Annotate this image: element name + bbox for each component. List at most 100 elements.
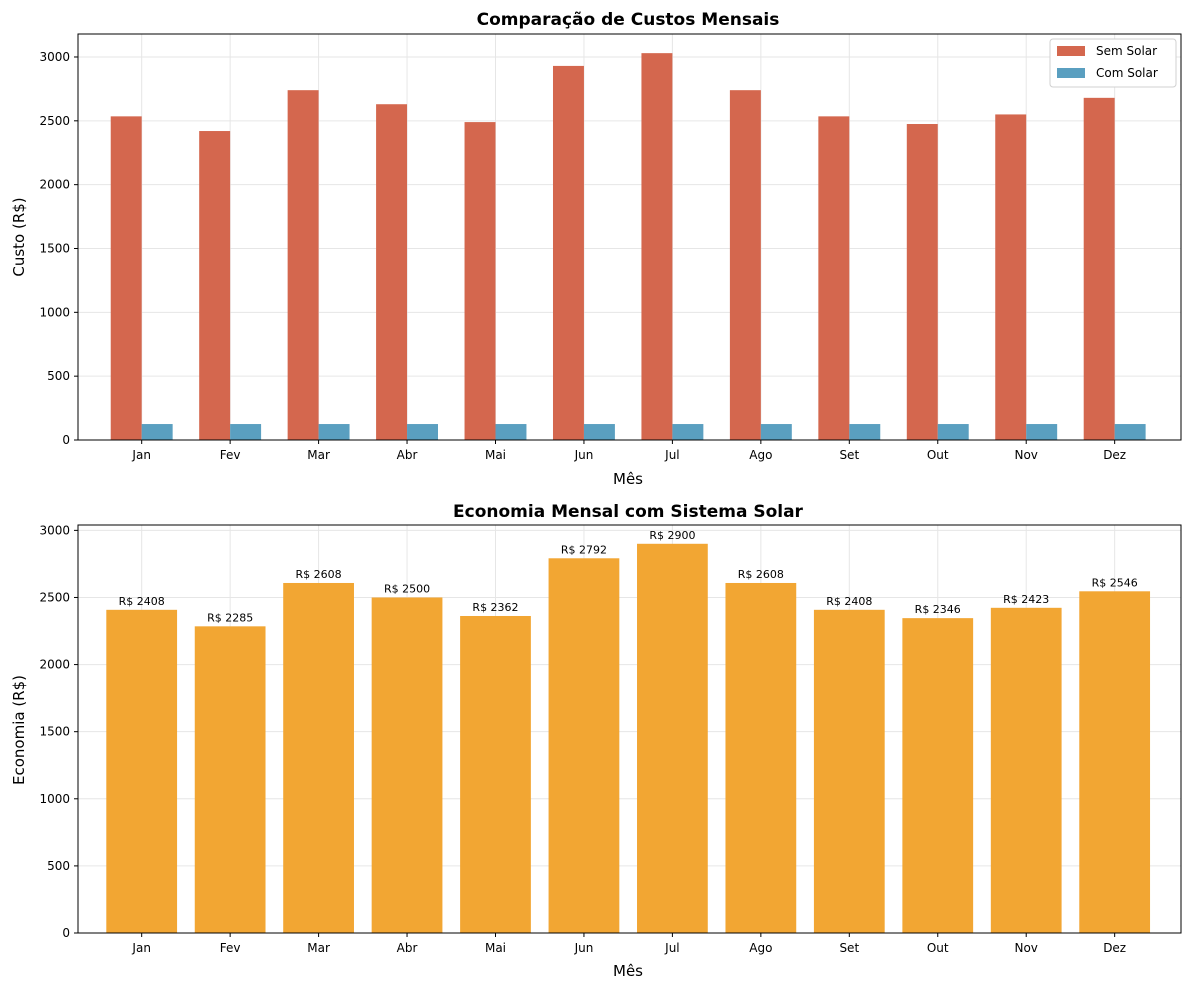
bar-sem-solar: [995, 114, 1027, 440]
chart1-ylabel: Custo (R$): [10, 197, 28, 276]
bar-com-solar: [583, 424, 615, 440]
data-label: R$ 2285: [207, 611, 253, 624]
x-tick-label: Ago: [749, 448, 772, 462]
x-tick-label: Jun: [574, 448, 594, 462]
chart1-title: Comparação de Custos Mensais: [477, 10, 780, 30]
bar-sem-solar: [818, 116, 850, 440]
bar-sem-solar: [552, 65, 584, 440]
bar-sem-solar: [906, 124, 938, 441]
chart1-bars: [110, 53, 1146, 441]
data-label: R$ 2408: [826, 595, 872, 608]
data-label: R$ 2500: [384, 582, 430, 595]
x-tick-label: Jul: [664, 941, 679, 955]
legend-label-sem-solar: Sem Solar: [1096, 44, 1157, 58]
y-tick-label: 3000: [39, 523, 70, 537]
y-tick-label: 500: [47, 369, 70, 383]
legend-swatch-sem-solar: [1057, 46, 1085, 56]
x-tick-label: Jan: [131, 448, 151, 462]
chart2-data-labels: R$ 2408 R$ 2285 R$ 2608 R$ 2500 R$ 2362 R$ 27…: [119, 529, 1138, 625]
bar-value: [637, 543, 708, 933]
y-tick-label: 1500: [39, 241, 70, 255]
x-tick-label: Jan: [131, 941, 151, 955]
bar-value: [902, 618, 974, 933]
x-tick-label: Abr: [397, 941, 418, 955]
y-tick-label: 2500: [39, 590, 70, 604]
data-label: R$ 2362: [472, 601, 518, 614]
bar-sem-solar: [287, 90, 319, 441]
x-tick-label: Out: [927, 941, 949, 955]
bar-value: [371, 597, 443, 933]
legend-swatch-com-solar: [1057, 68, 1085, 78]
chart2-ticks: 0 500 1000 1500 2000 2500 3000 Jan Fev Mar Abr Mai J…: [39, 523, 1126, 955]
cost-comparison-chart: Comparação de Custos Mensais Mês Custo (…: [10, 10, 1182, 488]
data-label: R$ 2423: [1003, 593, 1049, 606]
chart2-bars: [106, 543, 1151, 933]
bar-com-solar: [937, 424, 969, 440]
x-tick-label: Dez: [1103, 941, 1126, 955]
x-tick-label: Nov: [1014, 448, 1037, 462]
x-tick-label: Mar: [307, 448, 330, 462]
x-tick-label: Mai: [485, 941, 506, 955]
data-label: R$ 2608: [296, 568, 342, 581]
x-tick-label: Mai: [485, 448, 506, 462]
bar-sem-solar: [641, 53, 673, 441]
bar-com-solar: [407, 424, 439, 440]
x-tick-label: Fev: [220, 448, 241, 462]
bar-value: [990, 607, 1062, 933]
y-tick-label: 2000: [39, 178, 70, 192]
y-tick-label: 2000: [39, 658, 70, 672]
x-tick-label: Abr: [397, 448, 418, 462]
bar-value: [194, 626, 266, 933]
bar-value: [283, 582, 354, 933]
x-tick-label: Ago: [749, 941, 772, 955]
bar-com-solar: [1114, 424, 1146, 440]
bar-com-solar: [230, 424, 262, 440]
x-tick-label: Set: [839, 941, 859, 955]
chart1-legend: Sem Solar Com Solar: [1049, 38, 1177, 88]
x-tick-label: Out: [927, 448, 949, 462]
data-label: R$ 2546: [1092, 576, 1138, 589]
legend-label-com-solar: Com Solar: [1096, 66, 1158, 80]
chart2-ylabel: Economia (R$): [10, 675, 28, 785]
data-label: R$ 2408: [119, 595, 165, 608]
x-tick-label: Jul: [664, 448, 679, 462]
bar-sem-solar: [376, 104, 408, 440]
chart1-ticks: 0 500 1000 1500 2000 2500 3000 Jan Fev Mar Abr Mai J…: [39, 50, 1126, 462]
data-label: R$ 2900: [649, 529, 695, 542]
data-label: R$ 2792: [561, 543, 607, 556]
bar-sem-solar: [1083, 97, 1115, 440]
bar-com-solar: [318, 424, 350, 440]
bar-sem-solar: [199, 131, 231, 441]
y-tick-label: 0: [62, 926, 70, 940]
chart2-frame: [77, 524, 1182, 934]
bar-com-solar: [1026, 424, 1058, 440]
bar-com-solar: [141, 424, 173, 440]
x-tick-label: Jun: [574, 941, 594, 955]
bar-sem-solar: [464, 122, 496, 441]
y-tick-label: 2500: [39, 114, 70, 128]
bar-value: [725, 582, 797, 933]
y-tick-label: 1000: [39, 305, 70, 319]
x-tick-label: Fev: [220, 941, 241, 955]
x-tick-label: Dez: [1103, 448, 1126, 462]
x-tick-label: Set: [839, 448, 859, 462]
monthly-savings-chart: Economia Mensal com Sistema Solar Mês Ec…: [10, 502, 1182, 980]
y-tick-label: 1500: [39, 725, 70, 739]
chart2-xlabel: Mês: [613, 962, 643, 980]
bar-com-solar: [672, 424, 704, 440]
bar-value: [460, 615, 531, 933]
bar-com-solar: [849, 424, 881, 440]
chart2-title: Economia Mensal com Sistema Solar: [453, 502, 804, 522]
y-tick-label: 1000: [39, 792, 70, 806]
x-tick-label: Mar: [307, 941, 330, 955]
bar-com-solar: [495, 424, 527, 440]
bar-sem-solar: [729, 90, 761, 441]
chart1-xlabel: Mês: [613, 470, 643, 488]
bar-value: [548, 558, 620, 933]
y-tick-label: 0: [62, 433, 70, 447]
bar-value: [1079, 591, 1151, 933]
bar-value: [106, 609, 178, 933]
bar-sem-solar: [110, 116, 142, 440]
